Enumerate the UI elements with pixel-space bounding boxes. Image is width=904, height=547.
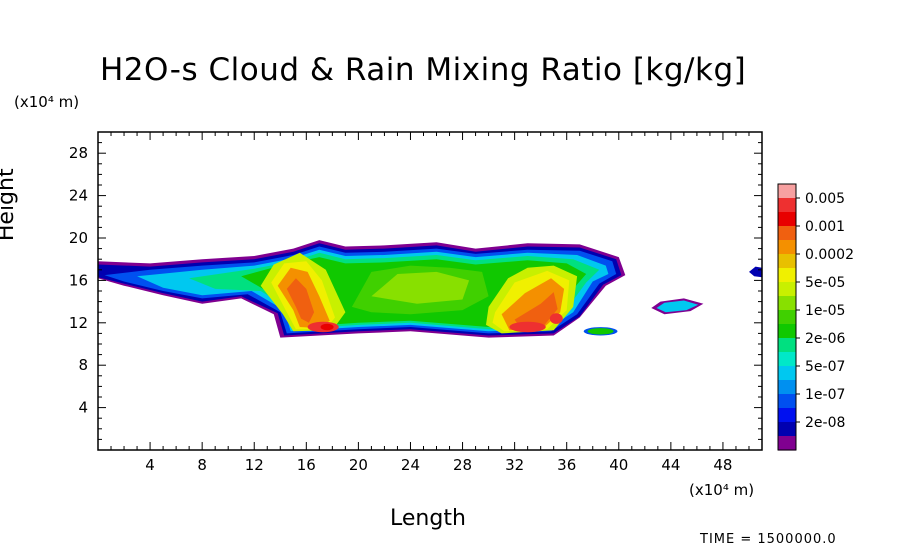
y-tick-label: 8: [78, 356, 88, 374]
x-tick-label: 20: [349, 456, 368, 474]
y-tick-label: 12: [69, 314, 88, 332]
west-core-0.002: [320, 323, 334, 331]
colorbar-swatch: [778, 240, 796, 255]
base-cell-east: [587, 328, 614, 335]
y-tick-label: 16: [69, 271, 88, 289]
colorbar-swatch: [778, 436, 796, 451]
colorbar-swatch: [778, 366, 796, 381]
colorbar-label: 0.0002: [805, 247, 854, 263]
colorbar-swatch: [778, 324, 796, 339]
colorbar-label: 0.001: [805, 219, 845, 235]
colorbar-swatch: [778, 394, 796, 409]
west-core-0.0005: [286, 278, 315, 323]
x-tick-label: 12: [245, 456, 264, 474]
colorbar-label: 5e-07: [805, 359, 845, 375]
colorbar-swatch: [778, 184, 796, 199]
colorbar-swatch: [778, 282, 796, 297]
colorbar-frame: [777, 183, 797, 451]
colorbar-swatch: [778, 422, 796, 437]
x-axis-label: Length: [390, 506, 466, 531]
colorbar-label: 1e-07: [805, 387, 845, 403]
east-core-0.001b: [549, 313, 563, 324]
y-axis-unit: (x10⁴ m): [14, 93, 80, 111]
cloud-mid-core: [371, 271, 470, 304]
colorbar-swatch: [778, 296, 796, 311]
y-axis-ticks: 4 8 12 16 20 24 28: [69, 142, 762, 440]
time-label: TIME = 1500000.0: [700, 532, 837, 547]
x-axis-unit: (x10⁴ m): [689, 481, 755, 499]
colorbar-label: 5e-05: [805, 275, 845, 291]
colorbar-swatch: [778, 408, 796, 423]
y-tick-label: 24: [69, 187, 88, 205]
x-axis-ticks: 4 8 12 16 20 24 28 32 36 40 44 48: [110, 132, 750, 474]
x-tick-label: 4: [145, 456, 155, 474]
x-tick-label: 24: [401, 456, 420, 474]
x-tick-label: 28: [453, 456, 472, 474]
y-tick-label: 4: [78, 399, 88, 417]
x-tick-label: 44: [661, 456, 680, 474]
east-core-0.0005: [514, 292, 558, 327]
colorbar-swatch: [778, 338, 796, 353]
colorbar-swatch: [778, 198, 796, 213]
x-tick-label: 16: [297, 456, 316, 474]
x-tick-label: 48: [713, 456, 732, 474]
chart-title: H2O-s Cloud & Rain Mixing Ratio [kg/kg]: [100, 52, 747, 88]
y-tick-label: 20: [69, 229, 88, 247]
x-tick-label: 40: [609, 456, 628, 474]
colorbar-swatch: [778, 352, 796, 367]
y-tick-label: 28: [69, 144, 88, 162]
x-tick-label: 32: [505, 456, 524, 474]
colorbar-label: 0.005: [805, 191, 845, 207]
colorbar-swatch: [778, 212, 796, 227]
colorbar: 0.005 0.001 0.0002 5e-05 1e-05 2e-06 5e-07 1e-0…: [777, 183, 854, 451]
colorbar-label: 2e-08: [805, 415, 845, 431]
x-tick-label: 36: [557, 456, 576, 474]
colorbar-label: 2e-06: [805, 331, 845, 347]
detached-cloud-inner: [656, 300, 699, 313]
colorbar-swatch: [778, 310, 796, 325]
colorbar-label: 1e-05: [805, 303, 845, 319]
colorbar-swatch: [778, 268, 796, 283]
edge-cloud-fragment: [749, 266, 762, 278]
cloud-field: [98, 240, 762, 338]
x-tick-label: 8: [197, 456, 207, 474]
colorbar-swatch: [778, 254, 796, 269]
colorbar-swatch: [778, 380, 796, 395]
east-core-0.001: [509, 321, 546, 333]
colorbar-swatch: [778, 226, 796, 241]
